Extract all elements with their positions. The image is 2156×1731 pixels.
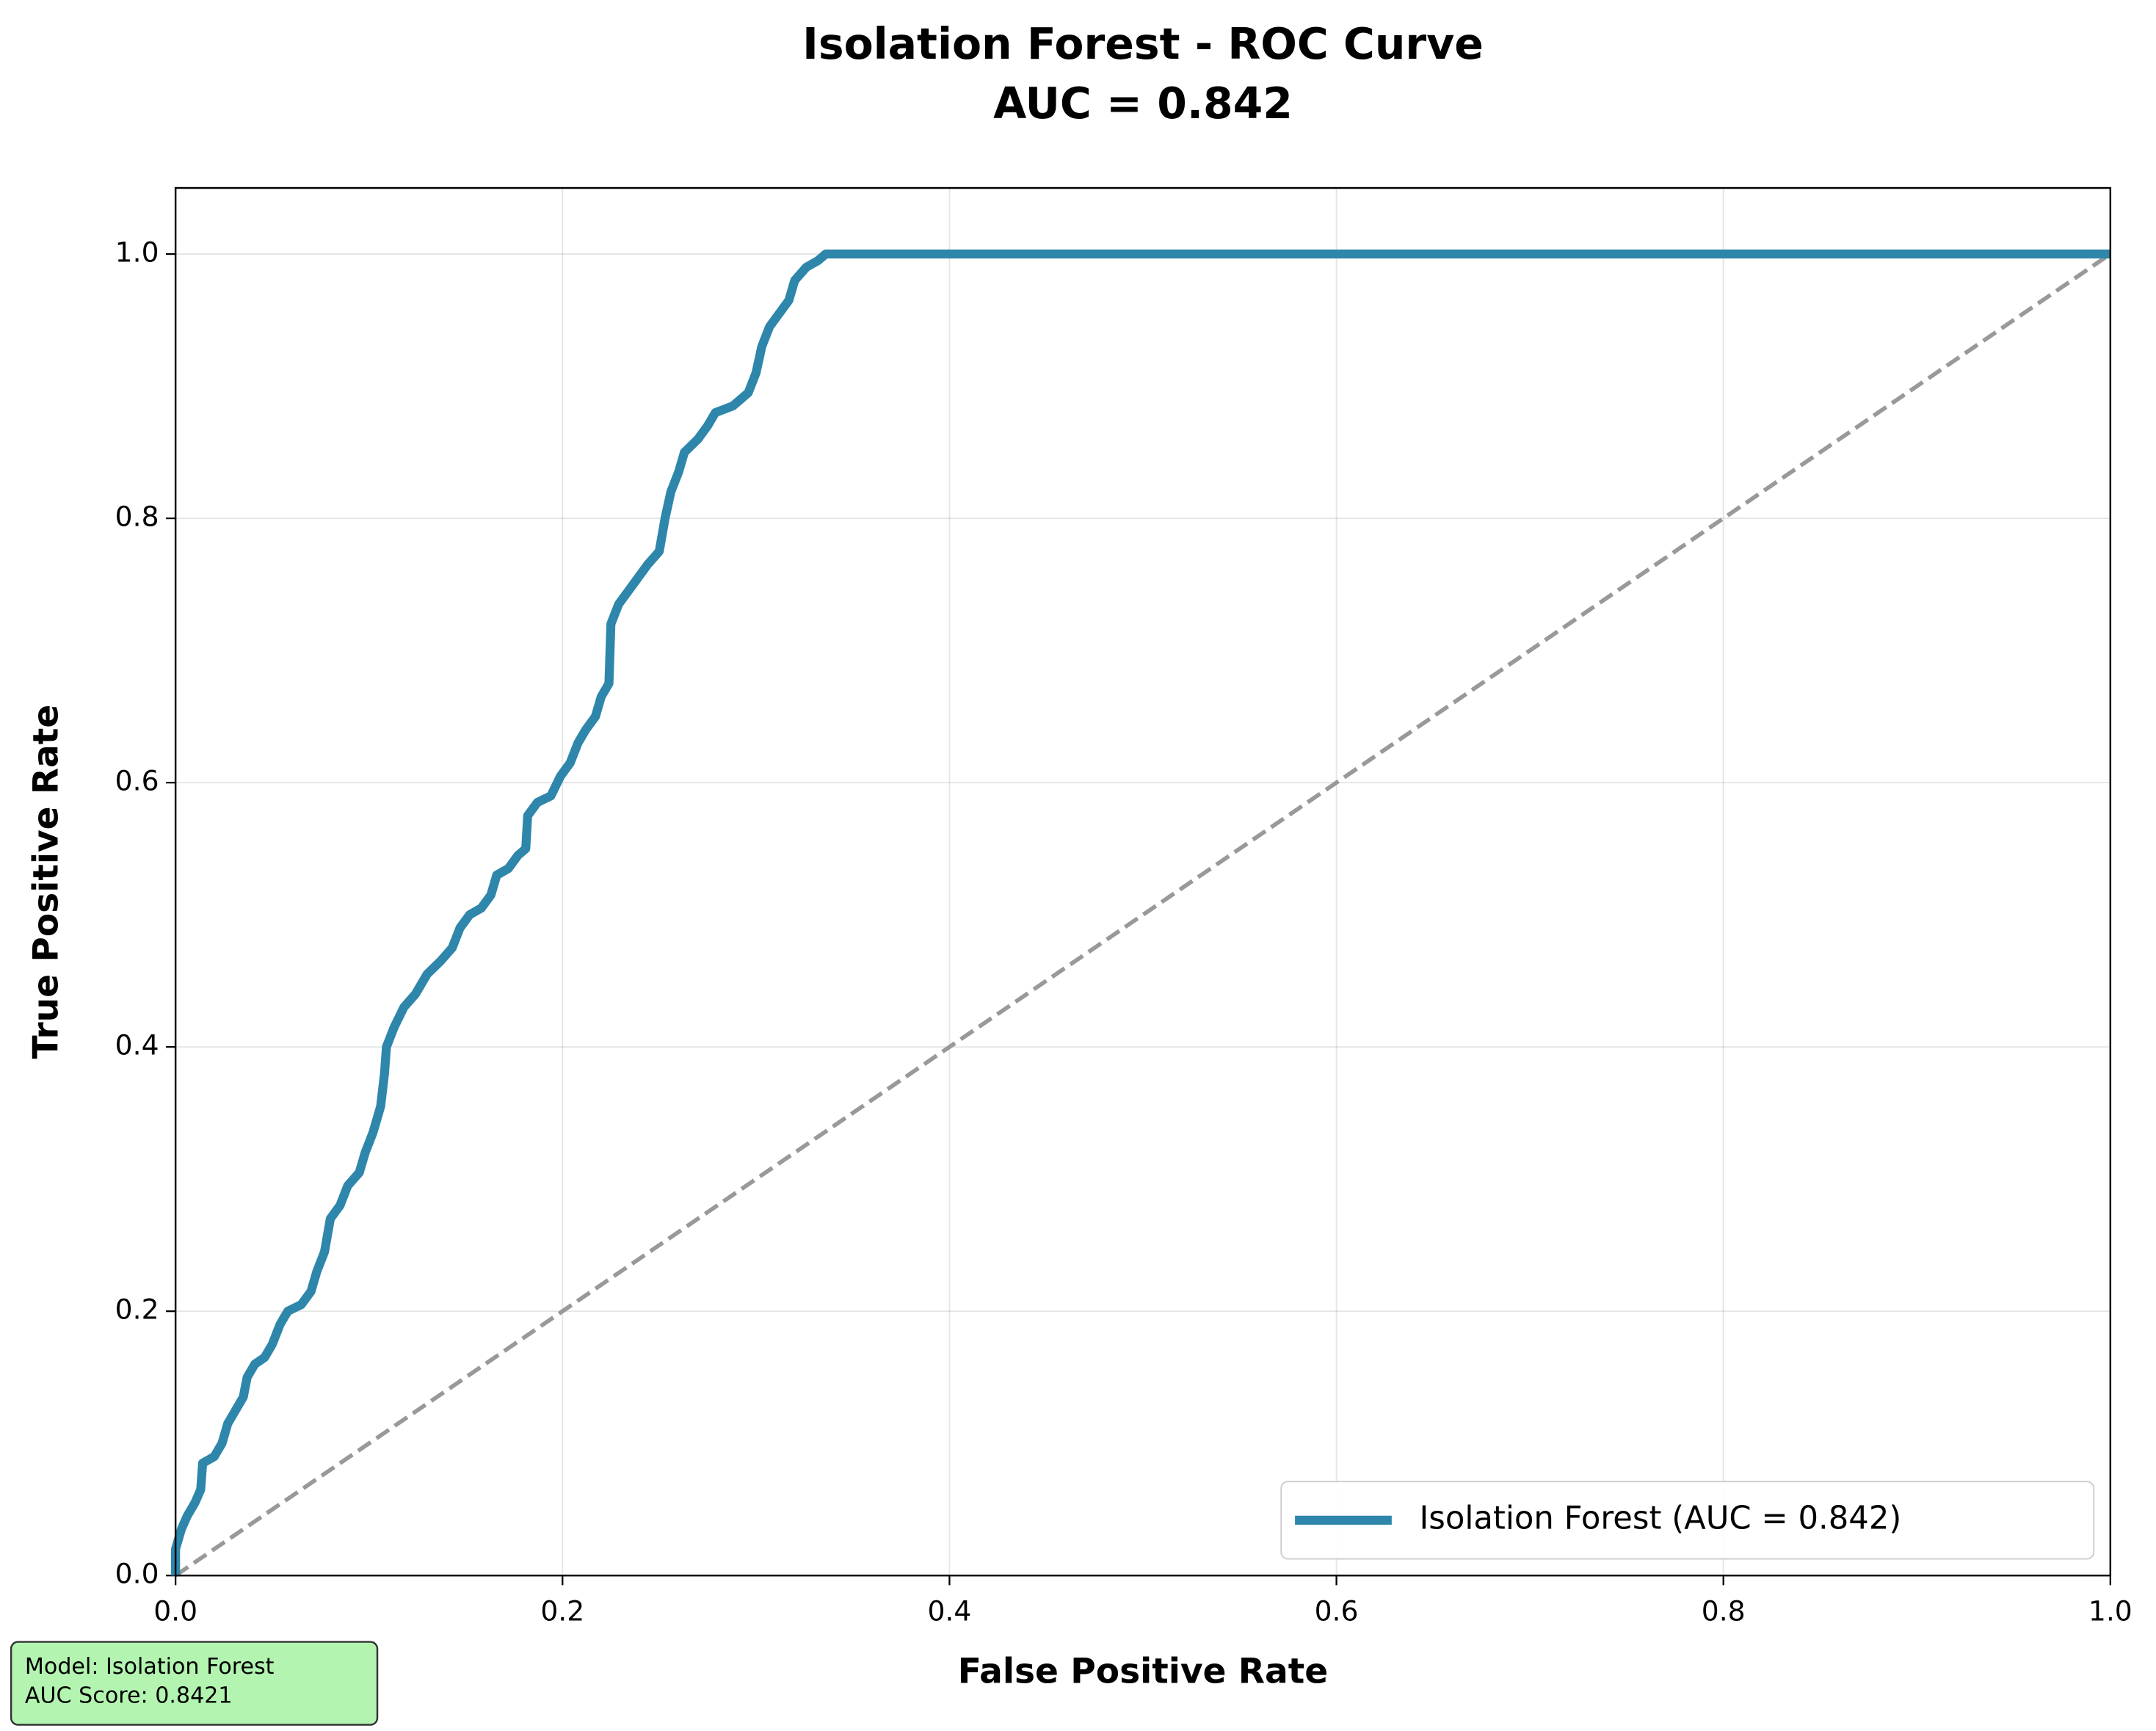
x-axis-label: False Positive Rate	[958, 1651, 1328, 1691]
chart-subtitle: AUC = 0.842	[993, 79, 1293, 128]
chart-title: Isolation Forest - ROC Curve	[802, 19, 1484, 69]
x-tick-label: 0.6	[1315, 1595, 1359, 1627]
y-tick-label: 0.8	[115, 501, 159, 533]
annotation: Model: Isolation Forest AUC Score: 0.8421	[10, 1641, 379, 1726]
y-tick-label: 0.4	[115, 1029, 159, 1062]
legend-box	[1280, 1481, 2095, 1560]
plot-frame	[174, 186, 2112, 1577]
x-tick-label: 0.2	[540, 1595, 584, 1627]
roc-curve	[171, 249, 2110, 1576]
reference-line	[174, 252, 2112, 1578]
annotation-text: AUC Score: 0.8421	[25, 1683, 233, 1708]
y-tick-label: 1.0	[115, 236, 159, 269]
x-tick-label: 1.0	[2088, 1595, 2133, 1627]
x-tick-label: 0.0	[153, 1595, 197, 1627]
annotation-text: Model: Isolation Forest	[25, 1654, 275, 1680]
annotation-box	[10, 1641, 379, 1726]
y-tick-label: 0.0	[115, 1558, 159, 1590]
y-tick-label: 0.2	[115, 1293, 159, 1326]
legend-label: Isolation Forest (AUC = 0.842)	[1420, 1500, 1902, 1536]
y-tick-label: 0.6	[115, 765, 159, 797]
legend	[1280, 1481, 2095, 1560]
y-axis-label: True Positive Rate	[26, 705, 66, 1059]
x-tick-label: 0.4	[927, 1595, 971, 1627]
x-tick-label: 0.8	[1702, 1595, 1746, 1627]
